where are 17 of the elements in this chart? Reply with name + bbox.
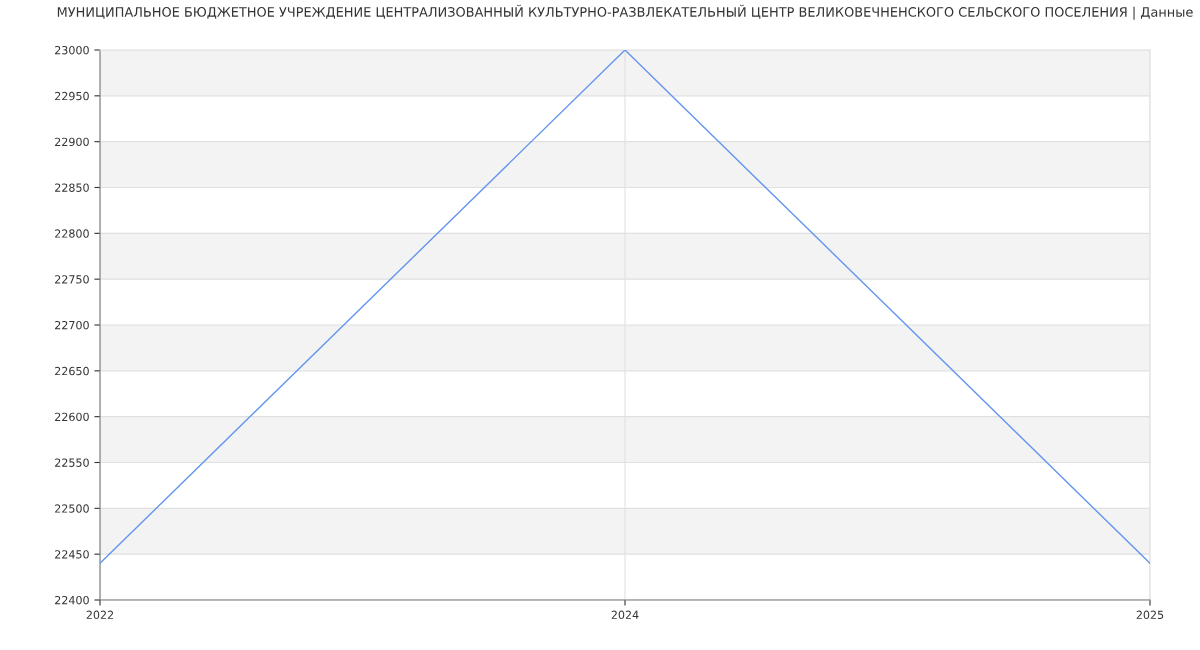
chart-title: МУНИЦИПАЛЬНОЕ БЮДЖЕТНОЕ УЧРЕЖДЕНИЕ ЦЕНТРАЛИЗОВАННЫЙ КУЛЬТУРНО-РАЗВЛЕКАТЕЛЬНЫЙ ЦЕНТР ВЕЛИКОВЕЧНЕНСКОГО СЕЛЬСКОГО ПОСЕЛЕНИЯ | Данные (57, 4, 1193, 20)
y-tick-label: 23000 (55, 45, 89, 55)
y-tick-label: 22950 (55, 91, 89, 101)
y-tick-label: 22900 (55, 137, 89, 147)
y-tick-label: 22650 (55, 366, 89, 376)
y-tick-label: 22600 (55, 412, 89, 422)
y-tick-label: 22450 (55, 550, 89, 559)
y-tick-label: 22550 (55, 458, 89, 467)
x-tick-label: 2025 (1136, 610, 1164, 620)
x-tick-label: 2024 (611, 610, 639, 620)
y-tick-label: 22700 (55, 320, 89, 330)
y-tick-label: 22400 (55, 595, 89, 605)
y-tick-label: 22750 (55, 275, 89, 284)
x-tick-label: 2022 (86, 610, 114, 620)
y-tick-label: 22800 (55, 229, 89, 238)
y-tick-label: 22500 (55, 504, 89, 513)
y-tick-label: 22850 (55, 183, 89, 192)
